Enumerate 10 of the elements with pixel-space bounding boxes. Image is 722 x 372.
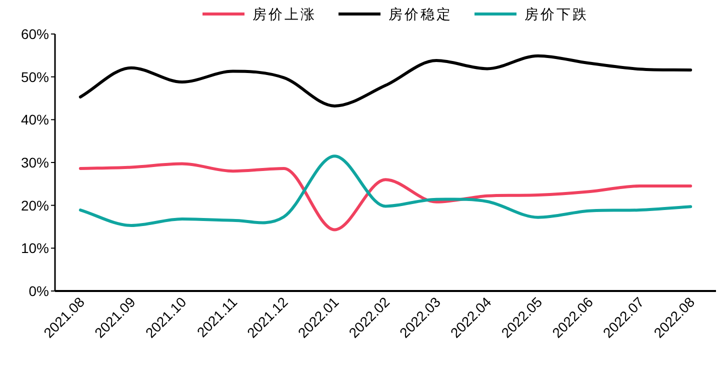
- y-tick-label: 60%: [20, 26, 49, 42]
- y-tick-label: 50%: [20, 68, 49, 85]
- y-tick-label: 30%: [20, 154, 49, 170]
- y-tick-label: 20%: [20, 197, 49, 214]
- y-tick-label: 10%: [20, 240, 49, 256]
- legend-label: 房价下跌: [524, 6, 588, 22]
- y-tick-label: 0%: [28, 283, 49, 299]
- legend-label: 房价上涨: [252, 6, 316, 22]
- legend-label: 房价稳定: [388, 6, 452, 22]
- y-tick-label: 40%: [20, 112, 49, 128]
